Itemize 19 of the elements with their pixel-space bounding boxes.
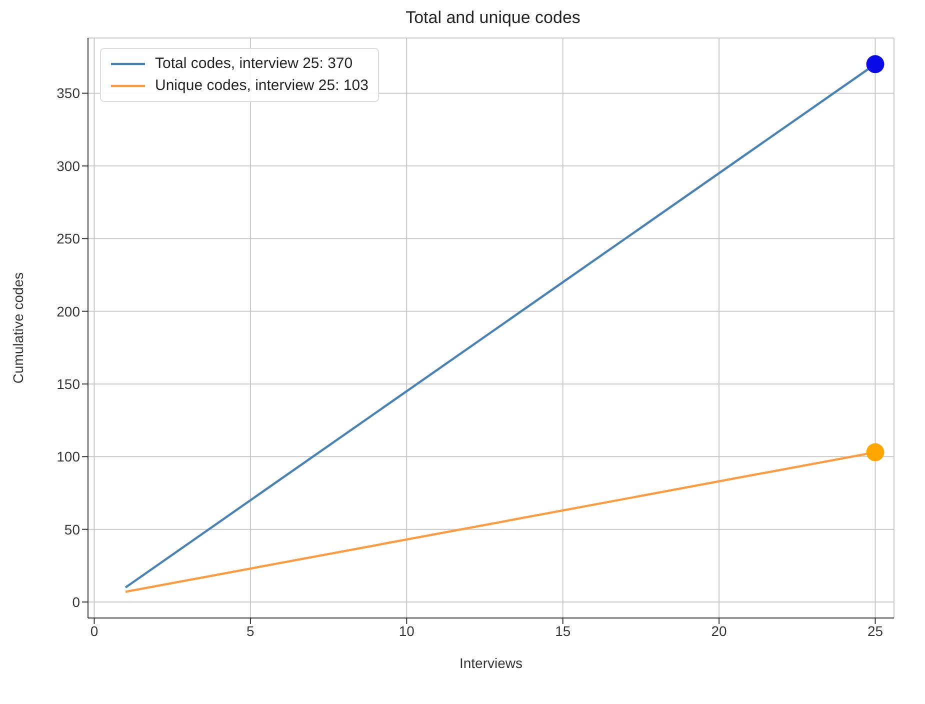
legend-label: Unique codes, interview 25: 103 (155, 76, 368, 96)
y-tick-label: 50 (64, 521, 80, 538)
chart-title: Total and unique codes (404, 8, 582, 29)
legend-label: Total codes, interview 25: 370 (155, 54, 353, 74)
x-tick-label: 25 (867, 622, 884, 639)
x-tick-label: 10 (398, 622, 415, 639)
x-tick-label: 20 (711, 622, 728, 639)
y-tick-label: 200 (56, 303, 80, 320)
y-axis-title: Cumulative codes (10, 272, 26, 384)
y-tick-label: 300 (56, 158, 80, 174)
x-tick-label: 0 (90, 622, 98, 639)
x-tick-label: 15 (555, 622, 571, 639)
x-axis-title: Interviews (459, 655, 523, 671)
y-tick-label: 350 (56, 85, 80, 102)
y-tick-label: 0 (72, 594, 80, 610)
y-tick-label: 250 (56, 230, 80, 247)
y-tick-label: 100 (56, 448, 80, 465)
x-tick-label: 5 (246, 622, 255, 639)
y-tick-label: 150 (56, 376, 80, 392)
